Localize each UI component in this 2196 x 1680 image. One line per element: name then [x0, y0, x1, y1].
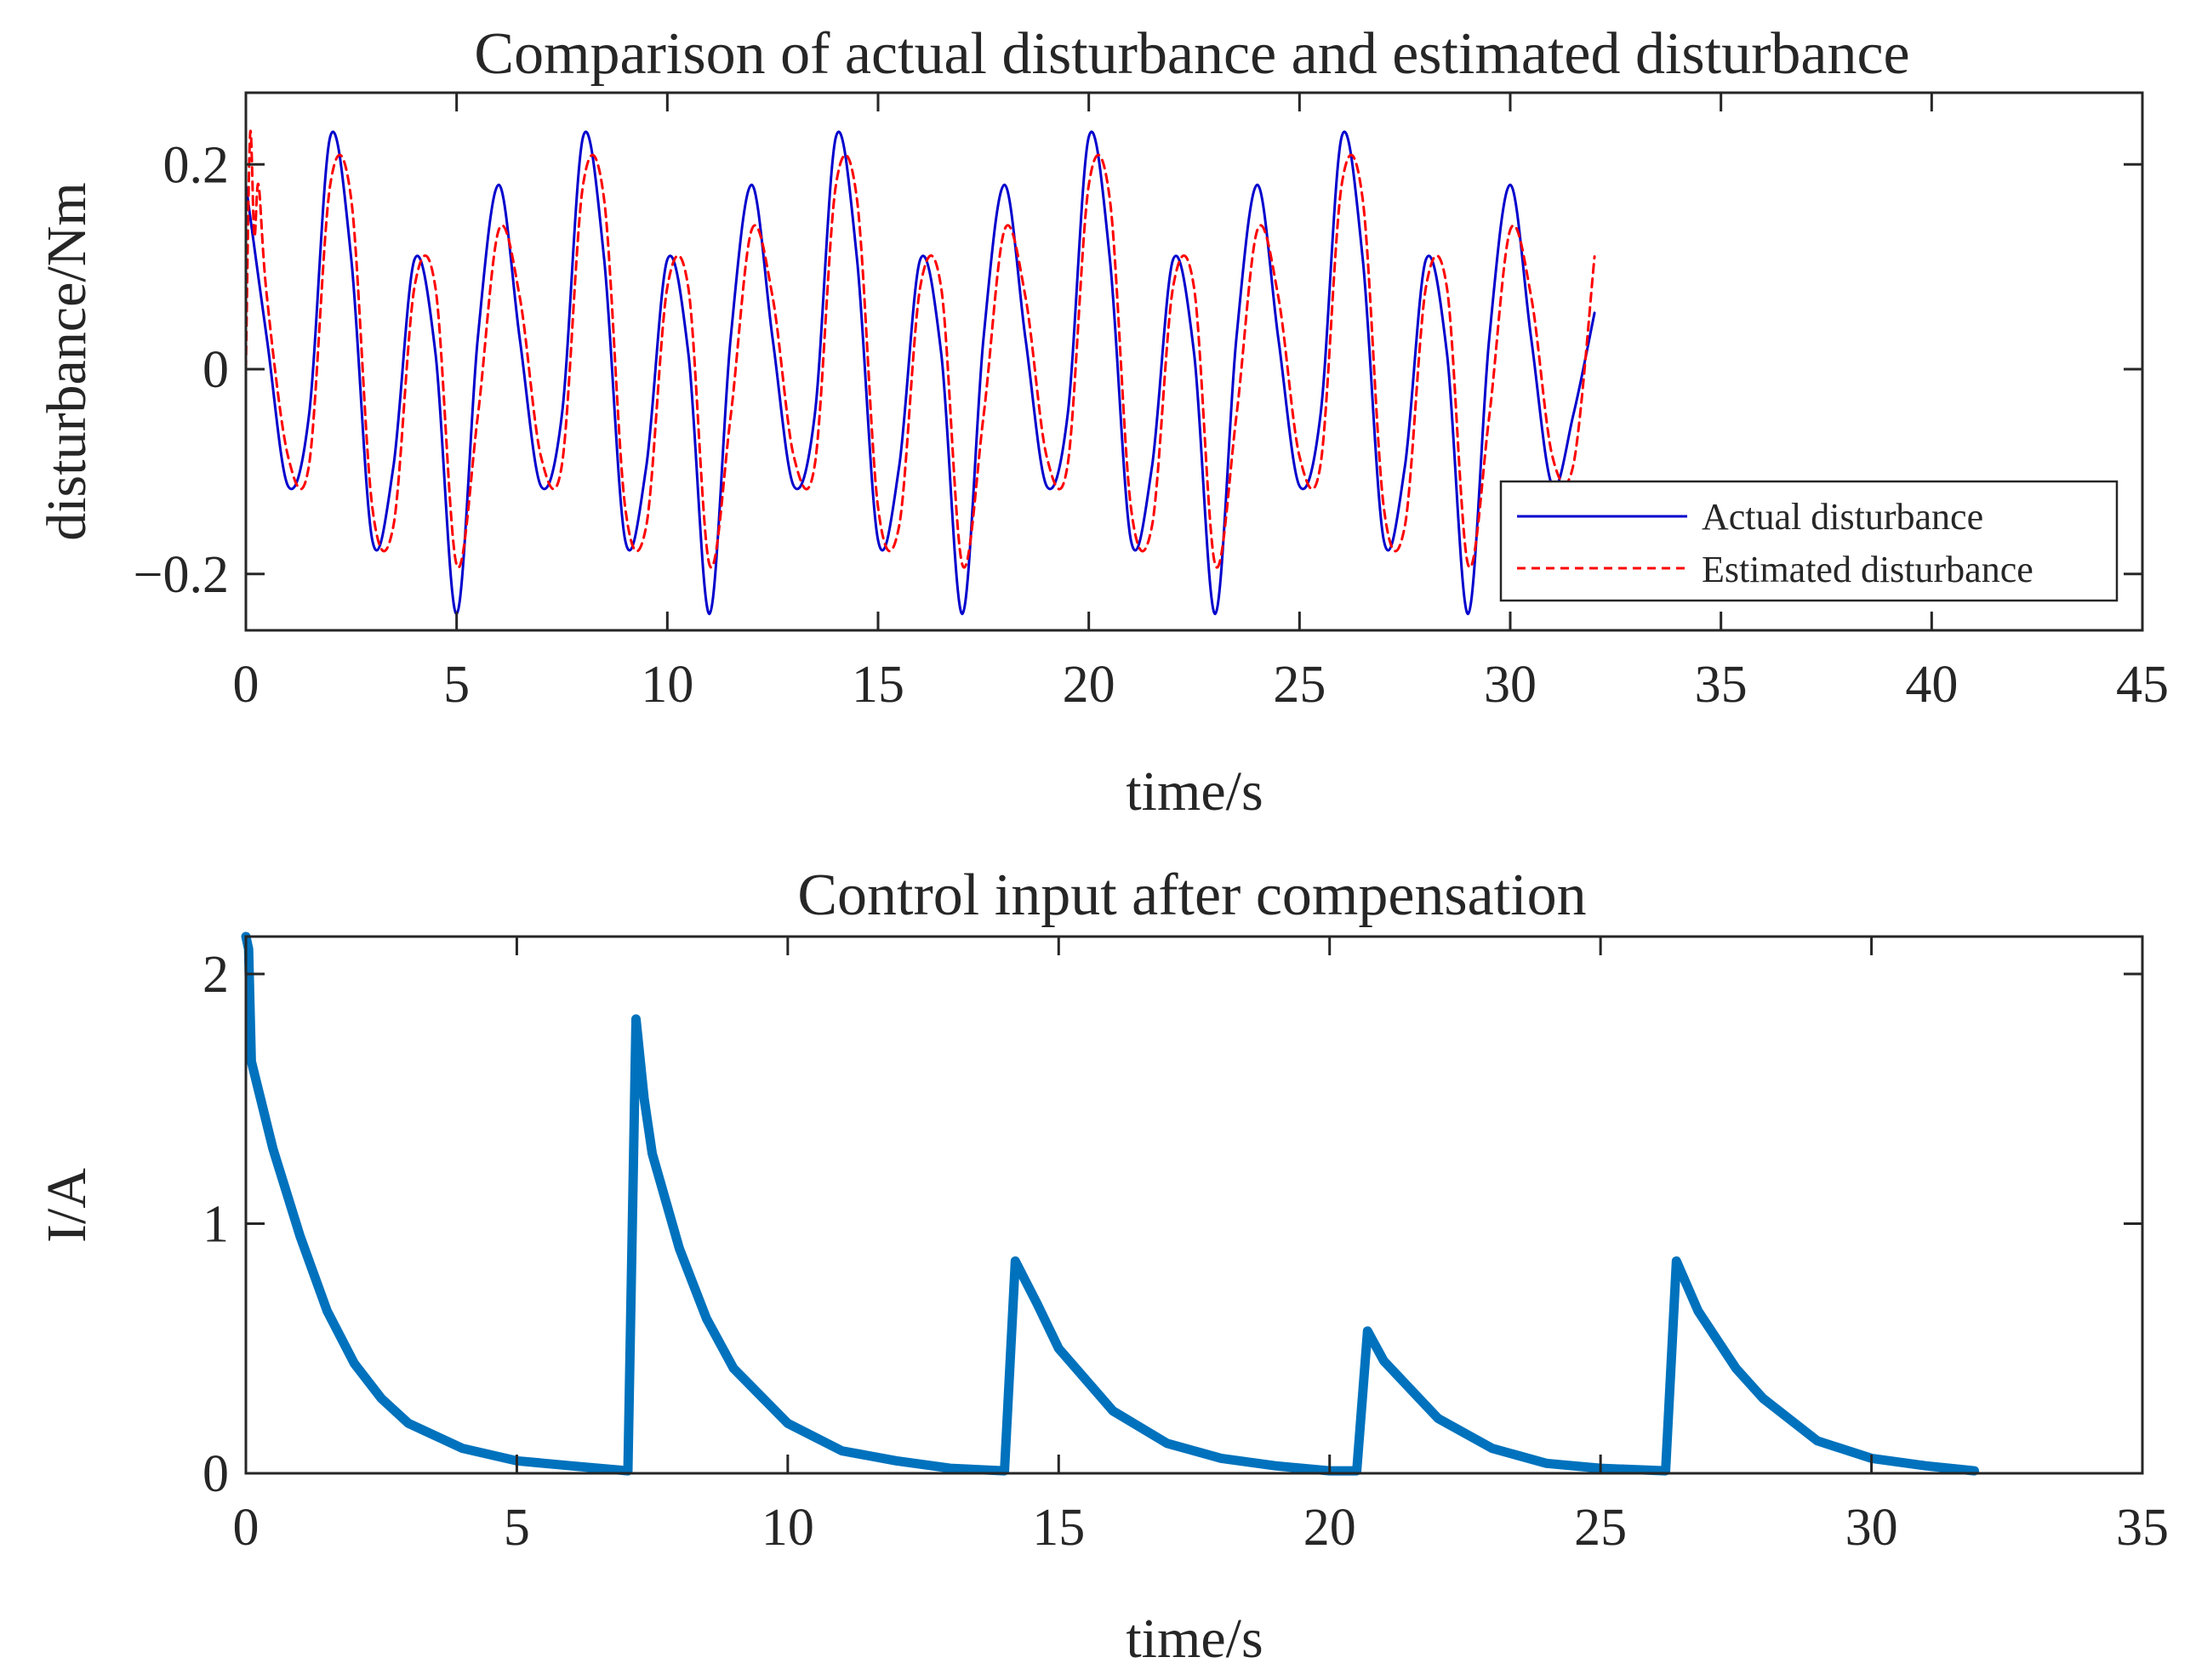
- chart1-x-ticks: 0 5 10 15 20 25 30 35 40 45: [233, 93, 2169, 714]
- chart2-x-tick-label: 5: [504, 1499, 530, 1557]
- chart1-y-tick-label: −0.2: [134, 546, 229, 604]
- chart2-x-tick-label: 30: [1845, 1499, 1898, 1557]
- chart2-x-tick-label: 15: [1032, 1499, 1085, 1557]
- chart1-series-estimated-disturbance-line: [244, 129, 1596, 569]
- chart1-x-tick-label: 20: [1063, 656, 1115, 714]
- chart2-y-tick-label: 1: [202, 1196, 229, 1254]
- chart2-y-tick-label: 0: [202, 1445, 229, 1503]
- chart1-y-tick-label: 0: [202, 341, 229, 399]
- chart2-x-axis-label: time/s: [1126, 1608, 1263, 1670]
- chart2-x-ticks: 0 5 10 15 20 25 30 35: [233, 937, 2169, 1557]
- chart1-x-tick-label: 30: [1484, 656, 1537, 714]
- chart2-x-tick-label: 25: [1574, 1499, 1627, 1557]
- chart1-y-ticks: −0.2 0 0.2: [134, 136, 2142, 604]
- legend-label-estimated: Estimated disturbance: [1702, 549, 2033, 590]
- chart1-title: Comparison of actual disturbance and est…: [474, 21, 1909, 87]
- legend-box: [1499, 480, 2119, 602]
- chart2-x-tick-label: 35: [2116, 1499, 2169, 1557]
- chart1-x-tick-label: 40: [1905, 656, 1958, 714]
- chart1-plot-area: [244, 129, 1596, 616]
- chart1-x-tick-label: 25: [1273, 656, 1326, 714]
- chart2-x-tick-label: 0: [233, 1499, 260, 1557]
- chart2-x-tick-label: 20: [1303, 1499, 1356, 1557]
- chart2-series-control-input-line: [241, 931, 1980, 1476]
- legend-label-actual: Actual disturbance: [1702, 496, 1983, 538]
- chart2-y-axis-label: I/A: [36, 1168, 98, 1243]
- chart2-axes-box: [244, 935, 2144, 1475]
- chart1-x-tick-label: 15: [852, 656, 904, 714]
- chart1-x-tick-label: 45: [2116, 656, 2169, 714]
- chart1-y-axis-label: disturbance/Nm: [36, 182, 98, 541]
- chart1-axes-box: [244, 91, 2144, 632]
- chart2-x-tick-label: 10: [761, 1499, 814, 1557]
- chart1-y-tick-label: 0.2: [163, 136, 230, 194]
- chart1-x-tick-label: 35: [1695, 656, 1748, 714]
- control-input-chart: Control input after compensation 0 5 10 15 2…: [36, 863, 2169, 1670]
- chart2-y-tick-label: 2: [202, 946, 229, 1004]
- chart1-legend: Actual disturbance Estimated disturbance: [1499, 480, 2119, 602]
- chart1-x-tick-label: 10: [641, 656, 693, 714]
- chart1-x-tick-label: 0: [233, 656, 260, 714]
- chart2-plot-area: [241, 931, 1980, 1476]
- chart1-x-axis-label: time/s: [1126, 760, 1263, 823]
- disturbance-chart: Comparison of actual disturbance and est…: [36, 21, 2169, 823]
- chart1-series-actual-disturbance-line: [244, 130, 1596, 616]
- chart1-x-tick-label: 5: [443, 656, 470, 714]
- chart2-title: Control input after compensation: [797, 863, 1586, 928]
- chart2-y-ticks: 0 1 2: [202, 946, 2142, 1503]
